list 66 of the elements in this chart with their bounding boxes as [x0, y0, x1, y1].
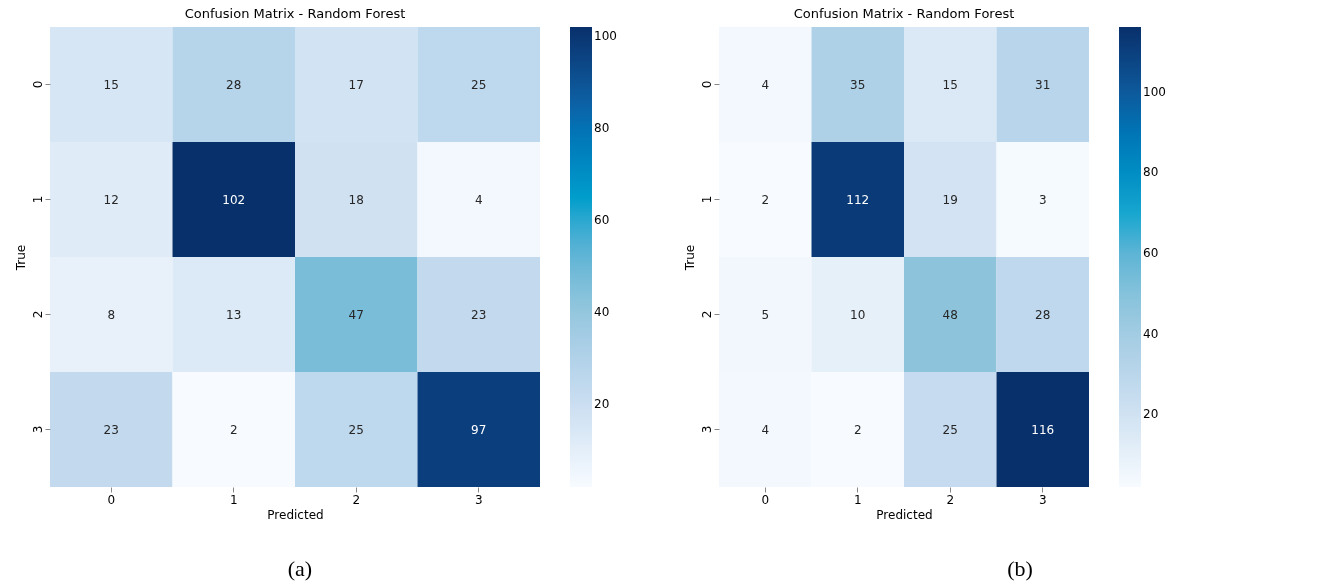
y-tick-label: 3 — [699, 425, 714, 434]
data-label: 31 — [1035, 77, 1051, 92]
data-label: 28 — [1035, 307, 1051, 322]
data-label: 4 — [761, 422, 770, 437]
data-label: 48 — [942, 307, 958, 322]
data-label: 15 — [942, 77, 958, 92]
data-label: 4 — [761, 77, 770, 92]
color-bar-label: 40 — [1143, 326, 1159, 341]
data-label: 2 — [229, 422, 238, 437]
x-axis-title: Predicted — [267, 507, 324, 522]
data-label: 5 — [761, 307, 770, 322]
data-label: 23 — [103, 422, 119, 437]
data-label: 3 — [1038, 192, 1047, 207]
y-tick-label: 0 — [30, 80, 45, 89]
x-tick-label: 3 — [1038, 492, 1047, 507]
text: (a) — [286, 556, 314, 582]
data-label: 17 — [348, 77, 364, 92]
data-label: 28 — [226, 77, 242, 92]
color-bar-label: 20 — [594, 397, 610, 412]
color-bar-label: 60 — [1143, 245, 1159, 260]
data-label: 35 — [850, 77, 866, 92]
x-tick-label: 1 — [853, 492, 862, 507]
x-tick-label: 2 — [946, 492, 955, 507]
y-tick-label: 2 — [699, 310, 714, 319]
data-label: 102 — [222, 192, 246, 207]
data-label: 25 — [942, 422, 958, 437]
data-label: 4 — [474, 192, 483, 207]
data-label: 47 — [348, 307, 364, 322]
color-bar-label: 60 — [594, 213, 610, 228]
x-tick-label: 2 — [352, 492, 361, 507]
data-label: 13 — [226, 307, 242, 322]
data-label: 18 — [348, 192, 364, 207]
data-label: 112 — [846, 192, 870, 207]
y-axis-title: True — [682, 244, 697, 272]
y-tick-label: 1 — [30, 195, 45, 204]
data-label: 25 — [348, 422, 364, 437]
x-tick-label: 1 — [229, 492, 238, 507]
data-label: 10 — [850, 307, 866, 322]
y-axis-title: True — [13, 244, 28, 272]
x-axis-title: Predicted — [876, 507, 933, 522]
y-tick-label: 3 — [30, 425, 45, 434]
color-bar-label: 40 — [594, 305, 610, 320]
x-tick-label: 0 — [107, 492, 116, 507]
data-label: 15 — [103, 77, 119, 92]
x-tick-label: 3 — [474, 492, 483, 507]
data-label: 8 — [107, 307, 116, 322]
y-tick-label: 0 — [699, 80, 714, 89]
chart-title: Confusion Matrix - Random Forest — [184, 6, 406, 21]
y-tick-label: 1 — [699, 195, 714, 204]
color-bar-label: 100 — [1143, 84, 1166, 99]
text: (b) — [1006, 556, 1034, 582]
data-label: 12 — [103, 192, 119, 207]
color-bar-label: 80 — [594, 121, 610, 136]
data-label: 97 — [471, 422, 487, 437]
data-label: 2 — [853, 422, 862, 437]
data-label: 2 — [761, 192, 770, 207]
color-bar-label: 80 — [1143, 165, 1159, 180]
data-label: 25 — [471, 77, 487, 92]
chart-title: Confusion Matrix - Random Forest — [793, 6, 1015, 21]
color-bar-label: 100 — [594, 29, 617, 44]
color-bar-label: 20 — [1143, 407, 1159, 422]
y-tick-label: 2 — [30, 310, 45, 319]
x-tick-label: 0 — [761, 492, 770, 507]
data-label: 23 — [471, 307, 487, 322]
data-label: 116 — [1031, 422, 1055, 437]
data-label: 19 — [942, 192, 958, 207]
